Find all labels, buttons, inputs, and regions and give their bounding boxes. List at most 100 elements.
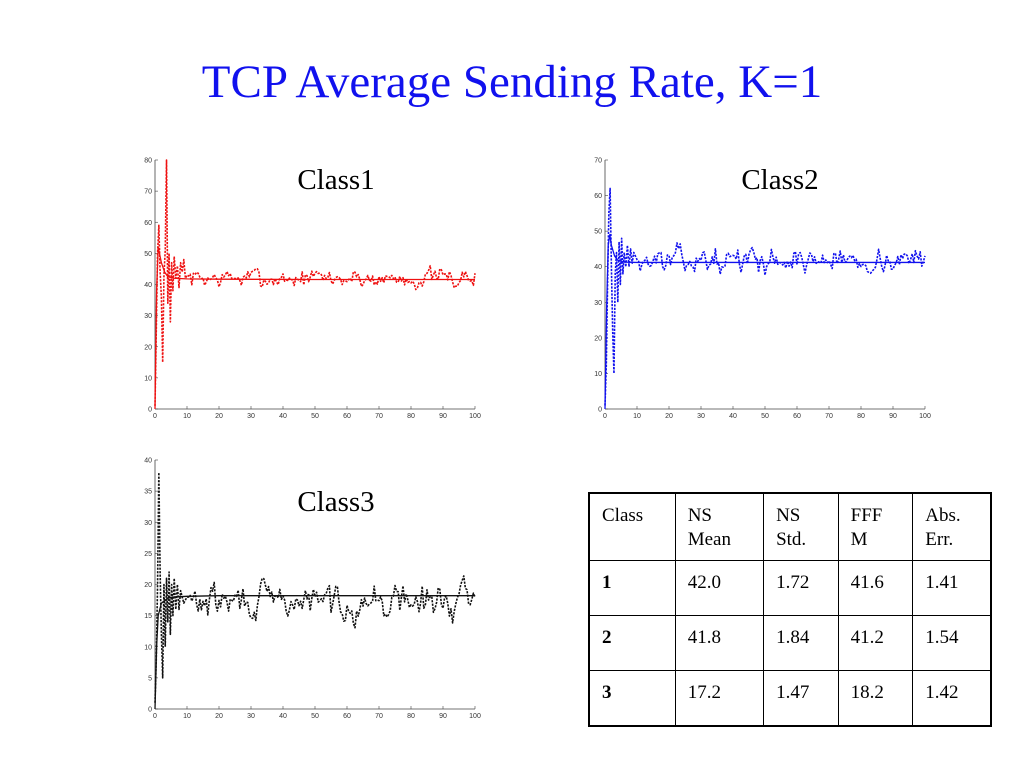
table-header-cell: Abs. Err. [912, 492, 992, 561]
table-class-cell: 3 [588, 670, 676, 727]
table-cell: 1.41 [912, 560, 992, 616]
table-header-row: Class NS Mean NS Std. FFF M Abs. Err. [588, 492, 992, 561]
x-tick-label: 40 [729, 413, 737, 420]
table-class-cell: 2 [588, 615, 676, 671]
x-tick-label: 40 [279, 413, 287, 420]
chart-class1: 0 10 20 30 40 50 60 70 80 0 10 20 30 40 50 60 70 80 90 100 [130, 150, 490, 430]
x-tick-label: 80 [407, 413, 415, 420]
table-header-cell: NS Mean [674, 492, 765, 561]
y-tick-label: 40 [594, 264, 602, 271]
x-tick-label: 70 [375, 413, 383, 420]
y-tick-label: 10 [144, 644, 152, 651]
x-tick-label: 50 [311, 713, 319, 720]
x-tick-label: 90 [439, 713, 447, 720]
x-tick-label: 100 [469, 713, 481, 720]
table-class-cell: 1 [588, 560, 676, 616]
table-header-cell: Class [588, 492, 676, 561]
table-cell: 41.8 [674, 615, 765, 671]
table-cell: 17.2 [674, 670, 765, 727]
series-fffm-model-line [154, 246, 475, 410]
x-tick-label: 90 [439, 413, 447, 420]
table-cell: 1.72 [763, 560, 839, 616]
chart-class3-title: Class3 [297, 486, 375, 518]
y-tick-label: 60 [594, 193, 602, 200]
x-tick-label: 30 [247, 713, 255, 720]
y-tick-label: 20 [144, 582, 152, 589]
x-tick-label: 0 [153, 413, 157, 420]
x-tick-label: 80 [407, 713, 415, 720]
x-tick-label: 0 [153, 713, 157, 720]
y-tick-label: 30 [594, 300, 602, 307]
y-tick-label: 80 [144, 158, 152, 165]
x-tick-label: 70 [825, 413, 833, 420]
x-tick-label: 80 [857, 413, 865, 420]
table-row: 2 41.8 1.84 41.2 1.54 [588, 615, 992, 671]
x-tick-label: 90 [889, 413, 897, 420]
y-tick-label: 0 [148, 707, 152, 714]
x-tick-label: 70 [375, 713, 383, 720]
x-tick-label: 30 [697, 413, 705, 420]
y-tick-label: 5 [148, 675, 152, 682]
y-tick-label: 50 [144, 251, 152, 258]
y-tick-label: 70 [594, 158, 602, 165]
results-table-body: Class NS Mean NS Std. FFF M Abs. Err. 1 42.0 1.72 41… [588, 492, 992, 727]
y-tick-label: 0 [598, 407, 602, 414]
y-tick-label: 20 [594, 335, 602, 342]
y-tick-label: 20 [144, 344, 152, 351]
x-tick-label: 30 [247, 413, 255, 420]
x-tick-label: 50 [761, 413, 769, 420]
table-cell: 1.47 [763, 670, 839, 727]
y-tick-label: 50 [594, 229, 602, 236]
y-tick-label: 25 [144, 551, 152, 558]
x-tick-label: 60 [343, 413, 351, 420]
series-fffm-model-line [154, 595, 475, 710]
x-tick-label: 100 [919, 413, 931, 420]
x-tick-label: 100 [469, 413, 481, 420]
slide-title: TCP Average Sending Rate, K=1 [201, 56, 823, 108]
x-tick-label: 10 [183, 713, 191, 720]
x-tick-label: 20 [215, 413, 223, 420]
table-row: 3 17.2 1.47 18.2 1.42 [588, 670, 992, 727]
x-tick-label: 20 [215, 713, 223, 720]
y-tick-label: 35 [144, 489, 152, 496]
x-tick-label: 50 [311, 413, 319, 420]
series-ns-simulation-line [154, 471, 476, 703]
x-tick-label: 60 [793, 413, 801, 420]
x-tick-label: 0 [603, 413, 607, 420]
x-tick-label: 60 [343, 713, 351, 720]
results-table: Class NS Mean NS Std. FFF M Abs. Err. 1 42.0 1.72 41… [588, 492, 992, 727]
table-cell: 41.6 [837, 560, 914, 616]
chart-class2: 0 10 20 30 40 50 60 70 0 10 20 30 40 50 60 70 80 90 100 [580, 150, 940, 430]
table-row: 1 42.0 1.72 41.6 1.41 [588, 560, 992, 616]
x-tick-label: 40 [279, 713, 287, 720]
chart-class1-title: Class1 [297, 164, 375, 196]
chart-class2-svg: 0 10 20 30 40 50 60 70 0 10 20 30 40 50 60 70 80 90 100 [594, 158, 931, 421]
chart-class1-svg: 0 10 20 30 40 50 60 70 80 0 10 20 30 40 50 60 70 80 90 100 [144, 158, 481, 421]
table-header-cell: NS Std. [763, 492, 839, 561]
series-ns-simulation-line [604, 187, 926, 406]
table-cell: 1.54 [912, 615, 992, 671]
table-cell: 41.2 [837, 615, 914, 671]
x-tick-label: 10 [183, 413, 191, 420]
table-cell: 1.84 [763, 615, 839, 671]
y-tick-label: 30 [144, 313, 152, 320]
series-fffm-model-line [604, 234, 925, 410]
y-tick-label: 60 [144, 220, 152, 227]
y-tick-label: 10 [144, 375, 152, 382]
y-tick-label: 70 [144, 189, 152, 196]
y-tick-label: 40 [144, 458, 152, 465]
y-tick-label: 0 [148, 407, 152, 414]
chart-class3: 0 5 10 15 20 25 30 35 40 0 10 20 30 40 50 60 70 80 90 100 [130, 450, 490, 730]
table-cell: 42.0 [674, 560, 765, 616]
x-tick-label: 10 [633, 413, 641, 420]
table-cell: 18.2 [837, 670, 914, 727]
chart-class3-svg: 0 5 10 15 20 25 30 35 40 0 10 20 30 40 50 60 70 80 90 100 [144, 458, 481, 721]
y-tick-label: 40 [144, 282, 152, 289]
y-tick-label: 30 [144, 520, 152, 527]
chart-class2-title: Class2 [741, 164, 819, 196]
series-ns-simulation-line [154, 159, 476, 406]
table-cell: 1.42 [912, 670, 992, 727]
y-tick-label: 10 [594, 371, 602, 378]
x-tick-label: 20 [665, 413, 673, 420]
y-tick-label: 15 [144, 613, 152, 620]
